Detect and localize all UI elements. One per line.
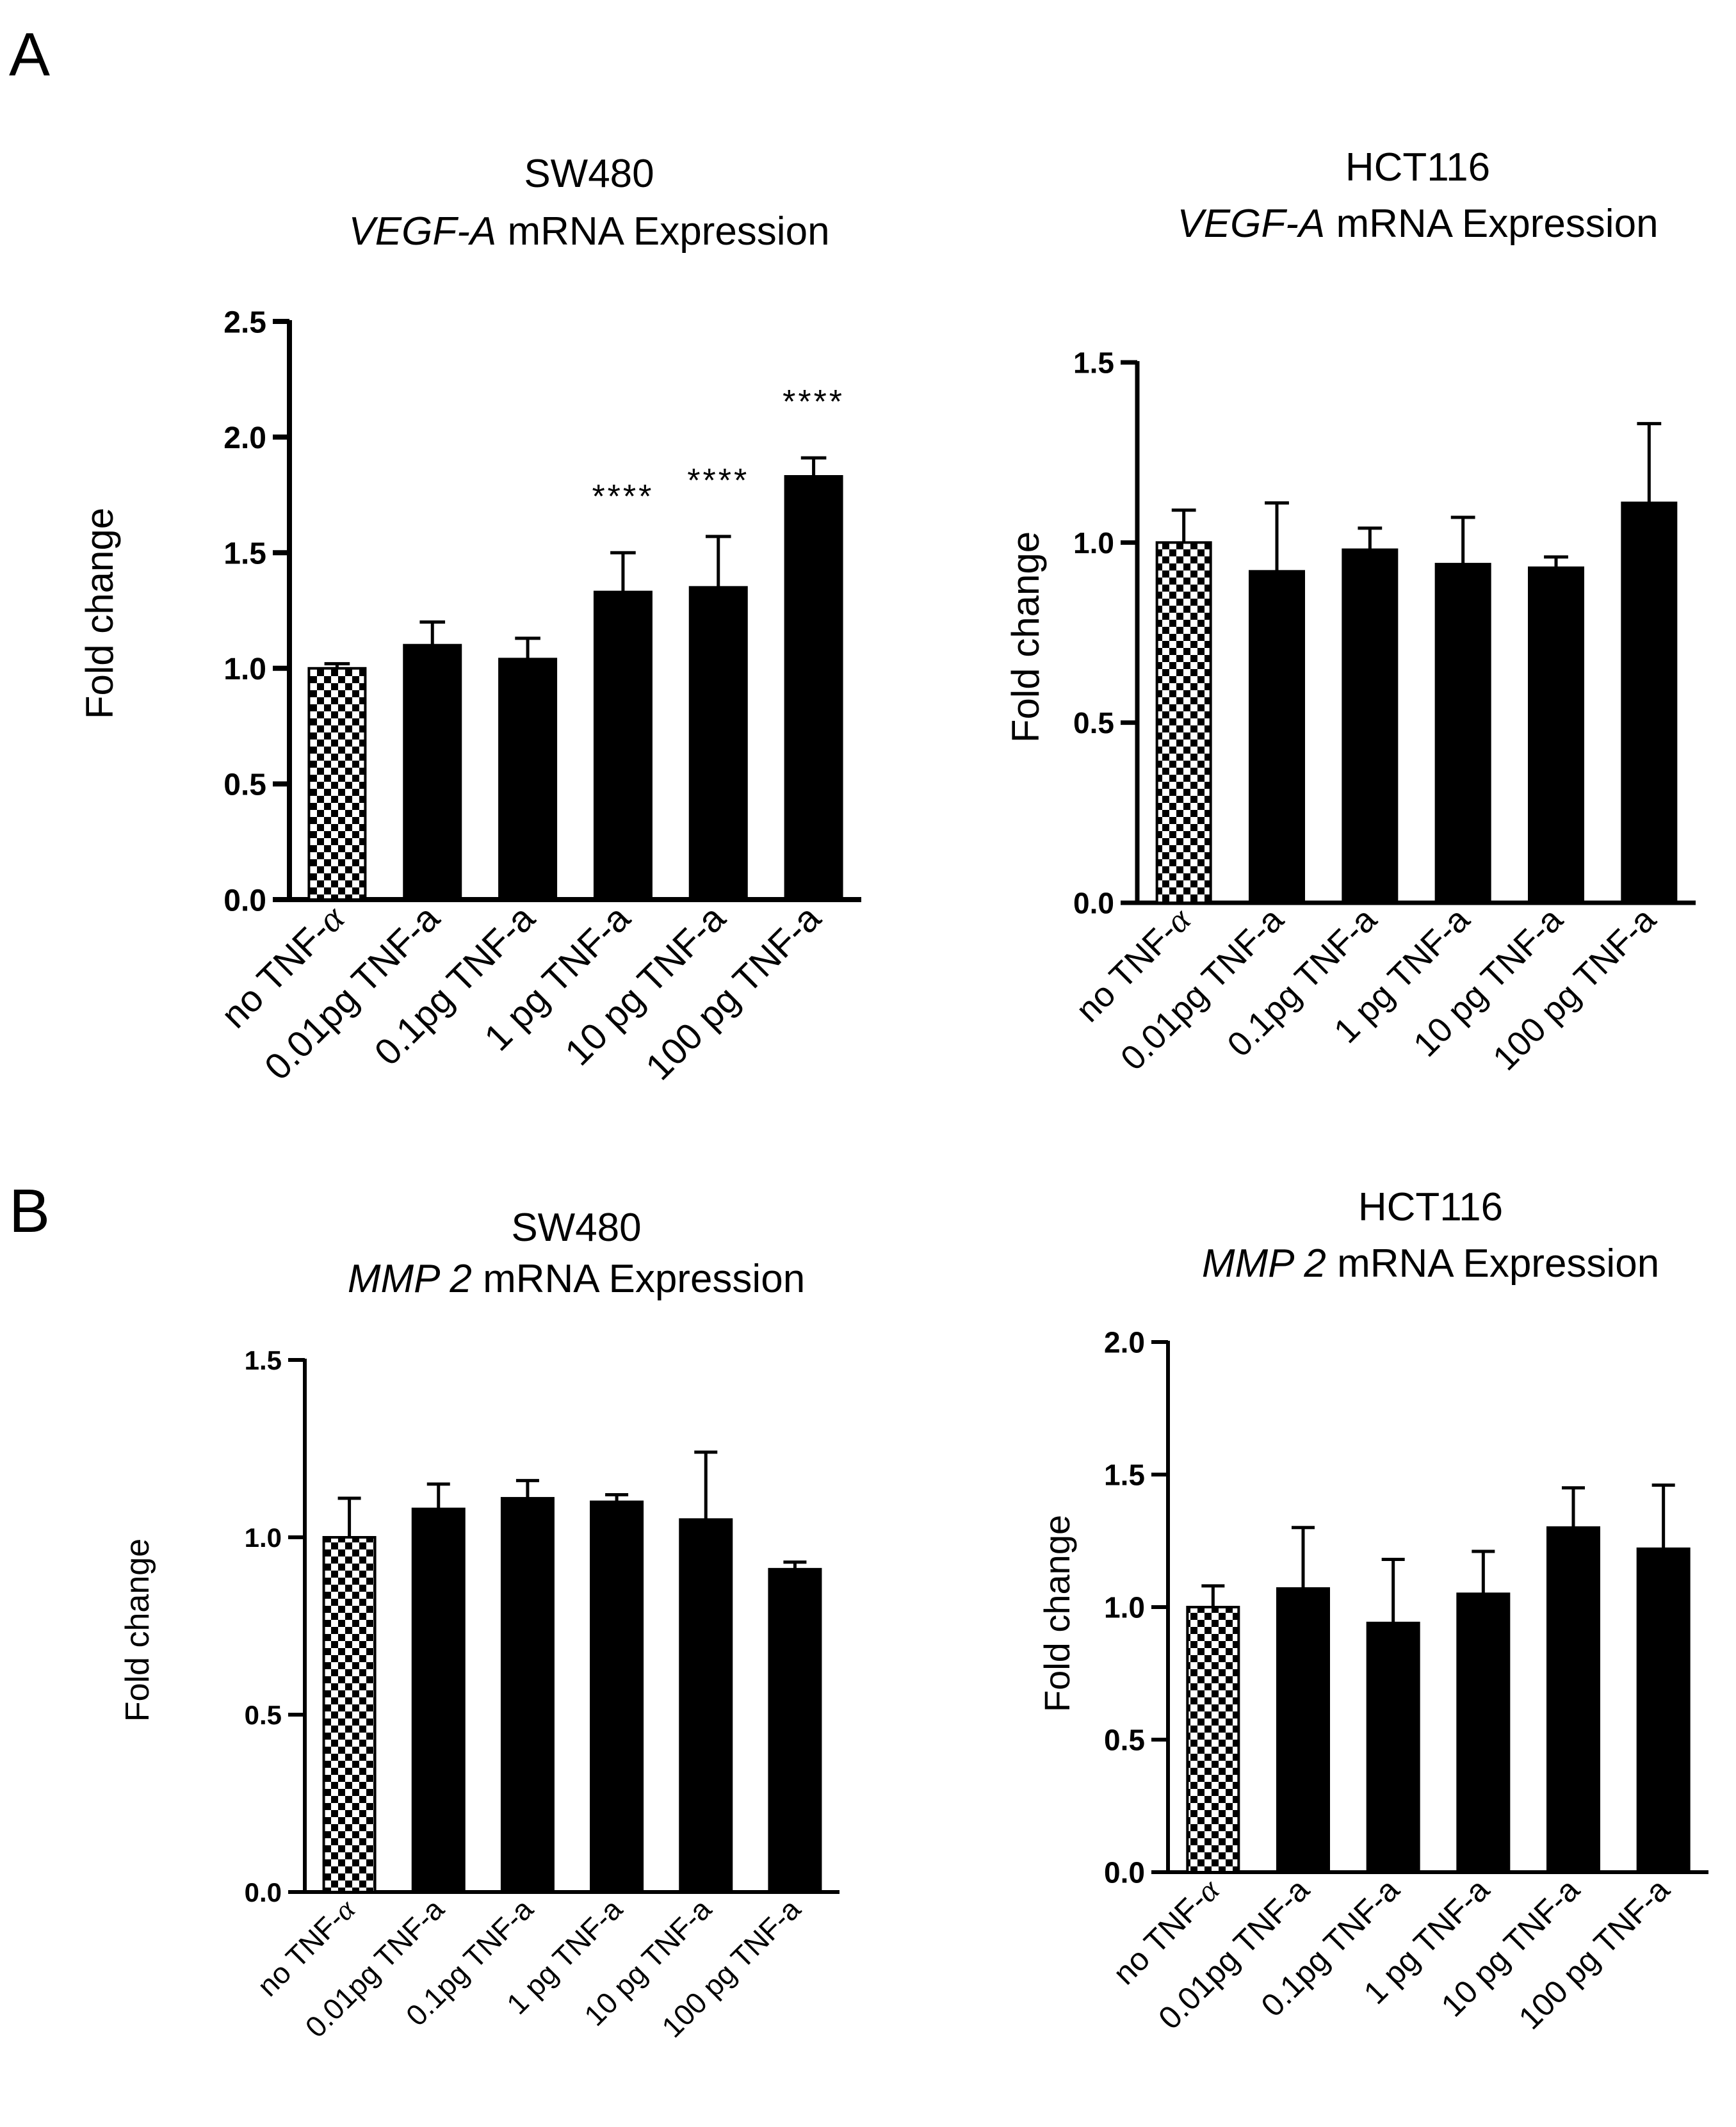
bar	[1434, 563, 1491, 904]
significance-label: ****	[592, 478, 654, 515]
bar	[411, 1507, 466, 1893]
bar	[590, 1500, 644, 1894]
y-tick-label: 1.5	[245, 1345, 282, 1375]
chart-title: SW480	[511, 1206, 641, 1250]
y-tick-label: 0.0	[223, 884, 266, 918]
bar	[1528, 566, 1584, 904]
y-tick-label: 1.5	[1073, 346, 1114, 380]
bar	[1456, 1592, 1511, 1874]
bar	[1276, 1587, 1330, 1874]
bar	[593, 590, 653, 901]
panel-label-b: B	[9, 1177, 50, 1245]
bar	[1366, 1621, 1420, 1874]
bar	[1155, 541, 1212, 904]
y-tick-label: 0.5	[1073, 706, 1114, 740]
chart-hct116-vegfa: HCT116 VEGF-A mRNA Expression Fold chang…	[1004, 145, 1696, 1078]
y-axis-label: Fold change	[1004, 531, 1047, 743]
y-tick-label: 2.0	[223, 421, 266, 455]
bar	[1546, 1526, 1600, 1874]
y-tick-label: 1.0	[223, 652, 266, 686]
bar	[322, 1536, 377, 1893]
y-tick-label: 1.5	[223, 537, 266, 570]
y-axis-label: Fold change	[1037, 1515, 1077, 1712]
y-tick-label: 0.0	[245, 1877, 282, 1907]
y-tick-label: 1.5	[1104, 1459, 1145, 1492]
bar	[1342, 548, 1399, 904]
bar	[500, 1497, 555, 1894]
bar	[1186, 1606, 1240, 1873]
chart-hct116-mmp2: HCT116 MMP 2 mRNA Expression Fold change…	[1037, 1185, 1708, 2036]
significance-label: ****	[783, 384, 845, 421]
y-tick-label: 2.5	[223, 305, 266, 339]
chart-title: SW480	[524, 152, 654, 196]
bar	[1249, 570, 1305, 904]
bar	[768, 1567, 822, 1894]
y-axis-label: Fold change	[78, 508, 121, 719]
x-tick-label: 0.01pg TNF-a	[1114, 900, 1292, 1078]
bar	[1621, 501, 1678, 904]
bar	[1636, 1547, 1691, 1873]
bar	[498, 658, 558, 902]
y-tick-label: 0.5	[245, 1700, 282, 1730]
bar	[307, 667, 367, 902]
y-tick-label: 1.0	[1073, 526, 1114, 560]
chart-title: HCT116	[1345, 145, 1490, 190]
y-tick-label: 0.5	[1104, 1724, 1145, 1757]
x-tick-label: 100 pg TNF-a	[1486, 900, 1664, 1078]
y-tick-label: 1.0	[245, 1523, 282, 1553]
y-tick-label: 0.0	[1073, 887, 1114, 920]
significance-label: ****	[687, 462, 749, 499]
chart-subtitle: VEGF-A mRNA Expression	[348, 209, 829, 254]
bar	[784, 475, 843, 901]
panel-label-a: A	[9, 20, 50, 89]
y-tick-label: 0.0	[1104, 1856, 1145, 1889]
chart-subtitle: MMP 2 mRNA Expression	[348, 1257, 805, 1301]
chart-sw480-mmp2: SW480 MMP 2 mRNA Expression Fold change …	[119, 1206, 840, 2044]
y-tick-label: 2.0	[1104, 1326, 1145, 1359]
bar	[403, 643, 462, 901]
chart-subtitle: MMP 2 mRNA Expression	[1202, 1241, 1659, 1286]
bar	[679, 1518, 733, 1894]
bar	[688, 586, 748, 901]
y-tick-label: 1.0	[1104, 1591, 1145, 1624]
y-axis-label: Fold change	[119, 1539, 156, 1722]
chart-title: HCT116	[1358, 1185, 1503, 1229]
chart-subtitle: VEGF-A mRNA Expression	[1177, 202, 1658, 246]
chart-sw480-vegfa: SW480 VEGF-A mRNA Expression Fold change…	[78, 152, 861, 1088]
y-tick-label: 0.5	[223, 768, 266, 802]
